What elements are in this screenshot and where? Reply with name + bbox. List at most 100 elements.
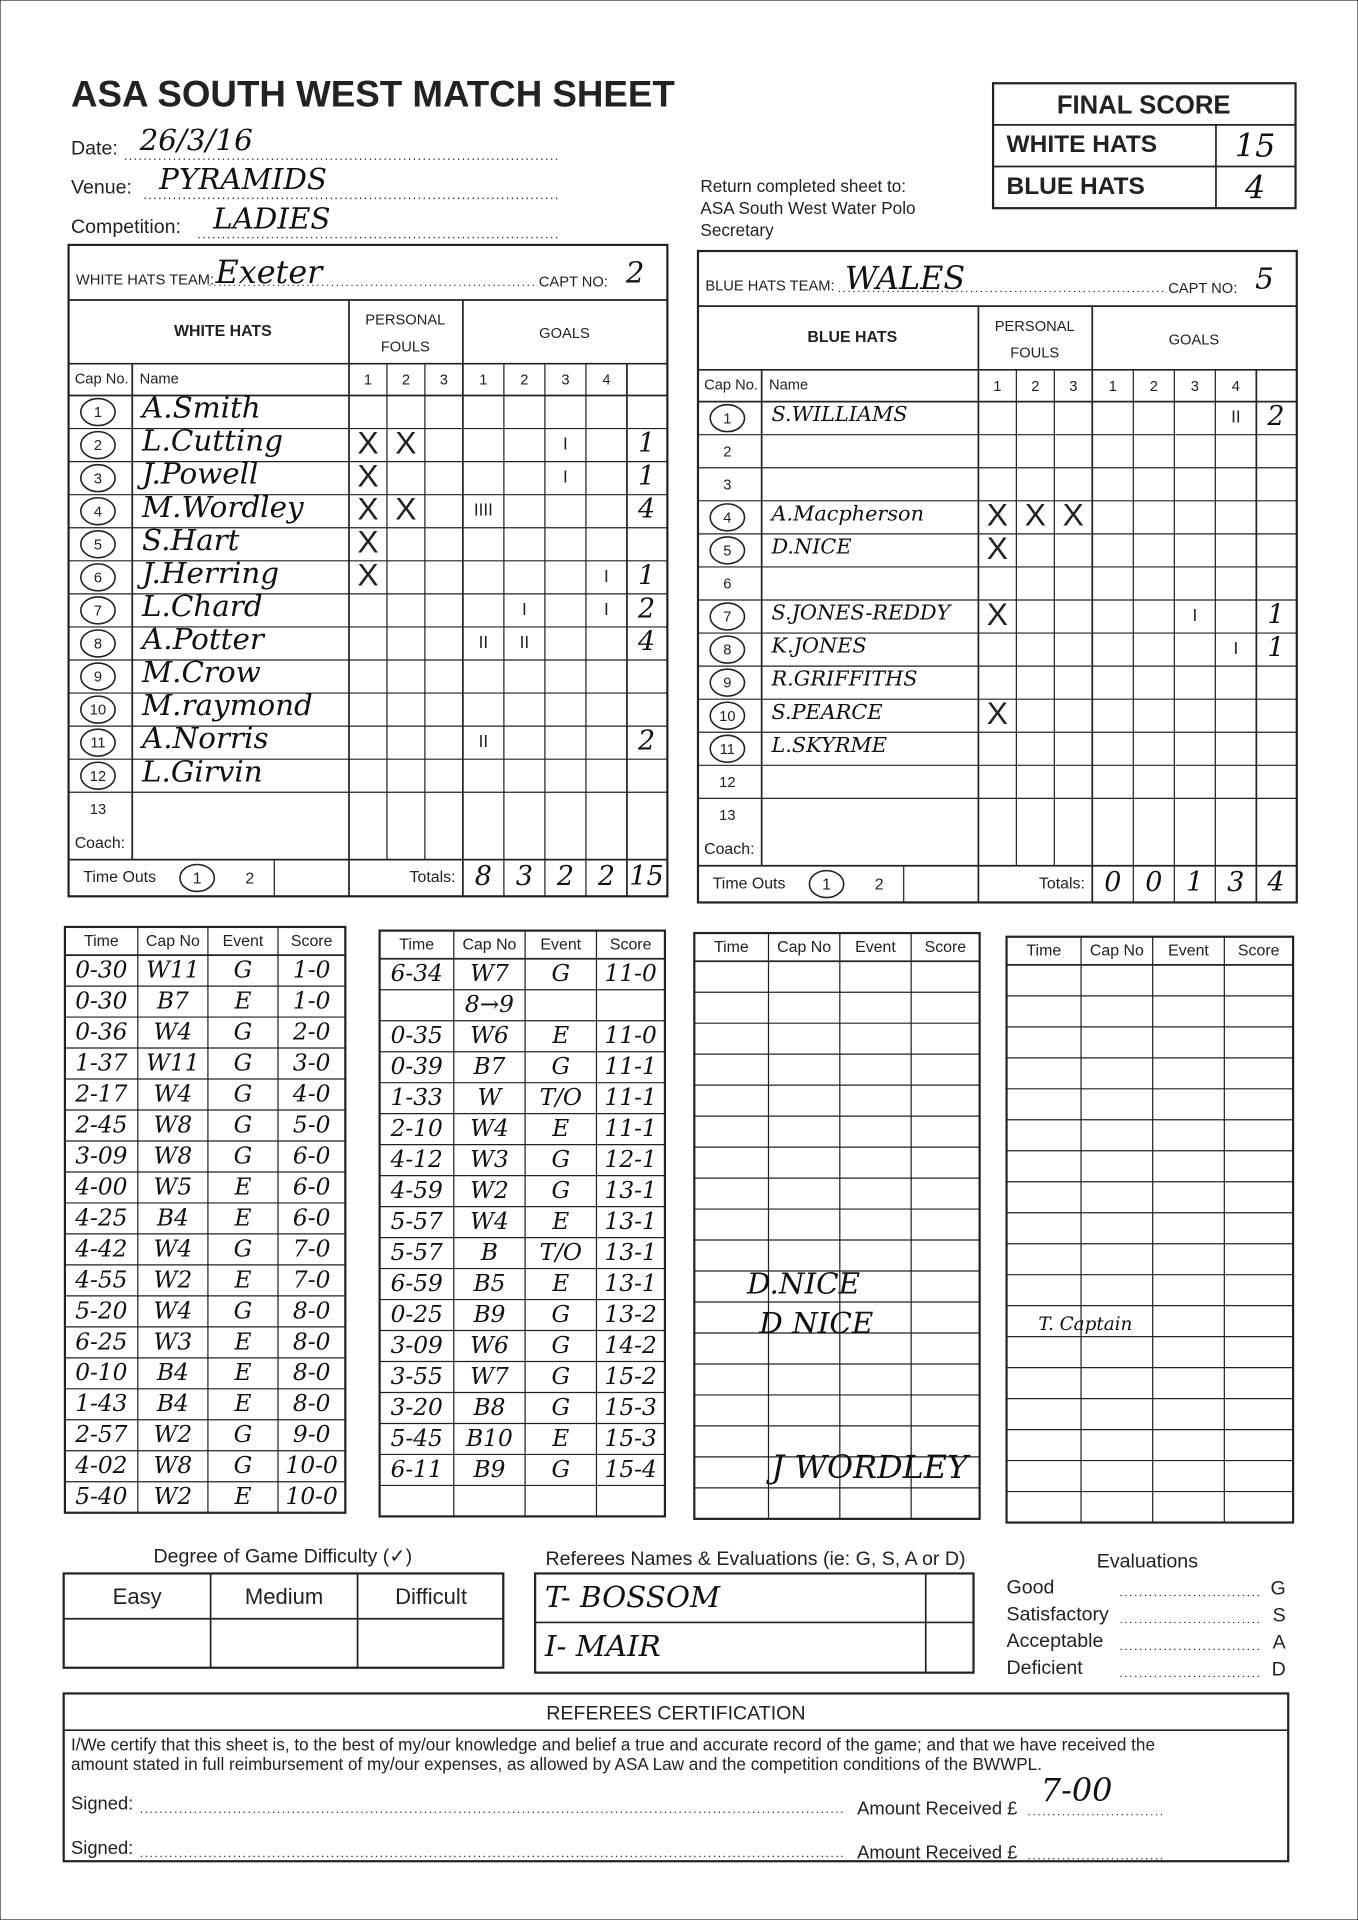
log-entry: 11-0 (605, 960, 657, 987)
log-entry: 6-59 (391, 1270, 443, 1297)
team-label: WHITE HATS (1007, 131, 1158, 158)
log-entry: 0-39 (391, 1053, 443, 1080)
capt-no: 2 (625, 255, 645, 289)
log-entry: 6-0 (293, 1204, 331, 1231)
player-total: 1 (638, 560, 655, 591)
circle-mark (709, 602, 746, 631)
evaluation-label: Acceptable (1007, 1630, 1104, 1652)
log-entry: 13-1 (605, 1239, 657, 1266)
goal-tally: I (1233, 638, 1238, 658)
log-entry: 1-0 (293, 988, 331, 1015)
log-entry: B9 (473, 1456, 506, 1483)
goal-tally: II (1231, 407, 1241, 427)
box (62, 1692, 1290, 1863)
cap-no: 13 (719, 808, 735, 824)
log-entry: B4 (156, 1359, 189, 1386)
foul: X (395, 425, 416, 461)
column-heading: BLUE HATS (807, 329, 897, 346)
difficulty-option: Easy (113, 1584, 162, 1609)
log-heading: Score (925, 939, 967, 956)
log-entry: G (234, 1297, 253, 1324)
log-entry: B10 (465, 1425, 513, 1452)
signed-label: Signed: (71, 1837, 133, 1858)
log-entry: E (233, 1204, 251, 1231)
signature: D.NICE (746, 1267, 860, 1301)
log-entry: W (477, 1084, 503, 1111)
evaluation-label: Good (1007, 1576, 1055, 1598)
log-entry: B (480, 1239, 498, 1266)
player-name: A.Norris (139, 721, 269, 755)
cap-no: 5 (94, 537, 102, 553)
signed-label: Signed: (71, 1793, 133, 1814)
log-entry: 0-35 (391, 1022, 443, 1049)
log-entry: G (551, 1053, 570, 1080)
log-entry: E (233, 1483, 251, 1510)
circle-mark (808, 869, 845, 899)
log-entry: E (551, 1115, 569, 1142)
log-entry: G (234, 1421, 253, 1448)
log-heading: Event (855, 939, 896, 956)
return-note: Secretary (700, 220, 774, 240)
date-label: Date: (71, 138, 118, 160)
log-entry: 5-0 (293, 1111, 331, 1138)
difficulty-option: Medium (245, 1584, 323, 1609)
timeouts-label: Time Outs (83, 869, 156, 886)
log-entry: W11 (146, 1049, 199, 1076)
log-entry: 11-1 (605, 1115, 657, 1142)
log-entry: 4-59 (390, 1177, 443, 1204)
goal-tally: IIII (474, 500, 493, 520)
evaluations-title: Evaluations (1097, 1551, 1198, 1573)
totals-label: Totals: (1039, 875, 1085, 892)
player-name: M.Crow (141, 655, 261, 689)
log-entry: E (551, 1270, 569, 1297)
log-entry: 4-42 (74, 1235, 127, 1262)
log-entry: 0-36 (75, 1018, 127, 1045)
player-name: L.Chard (141, 589, 263, 623)
log-entry: G (234, 1452, 253, 1479)
log-entry: T/O (540, 1239, 582, 1266)
box (693, 931, 981, 1520)
log-entry: E (551, 1425, 569, 1452)
log-entry: 6-34 (391, 960, 443, 987)
log-entry: W2 (154, 1421, 193, 1448)
log-entry: W7 (470, 960, 509, 987)
log-entry: G (551, 1146, 570, 1173)
foul: X (987, 596, 1008, 632)
log-heading: Cap No (777, 939, 831, 956)
log-entry: 2-17 (74, 1080, 127, 1107)
team-label: BLUE HATS (1007, 173, 1145, 200)
date-value: 26/3/16 (139, 123, 253, 157)
log-entry: 1-0 (293, 957, 331, 984)
log-entry: B7 (156, 988, 189, 1015)
circle-mark (80, 629, 116, 658)
circle-mark (709, 635, 746, 664)
log-entry: W2 (470, 1177, 509, 1204)
log-entry: E (233, 1173, 251, 1200)
log-entry: W3 (154, 1328, 193, 1355)
period-heading: 3 (1069, 379, 1077, 395)
return-note: ASA South West Water Polo (700, 198, 915, 218)
log-entry: 5-57 (391, 1208, 443, 1235)
total: 4 (1266, 867, 1284, 898)
log-entry: 0-25 (391, 1301, 443, 1328)
goal-tally: II (479, 731, 489, 751)
player-total: 4 (637, 494, 655, 525)
log-entry: E (233, 988, 251, 1015)
capt-label: CAPT NO: (539, 275, 608, 291)
referees-title: Referees Names & Evaluations (ie: G, S, … (546, 1548, 966, 1570)
referee-name: T- BOSSOM (545, 1580, 721, 1614)
circle-mark (709, 503, 746, 532)
log-heading: Score (610, 937, 652, 954)
totals-label: Totals: (410, 869, 456, 886)
cap-no: 4 (94, 504, 102, 520)
log-entry: 5-57 (391, 1239, 443, 1266)
total: 2 (556, 861, 574, 892)
player-total: 1 (638, 461, 655, 492)
log-entry: G (234, 957, 253, 984)
log-heading: Score (291, 933, 333, 950)
team-label: BLUE HATS TEAM: (705, 278, 834, 294)
goal-tally: I (604, 566, 609, 586)
log-entry: 3-55 (391, 1363, 443, 1390)
log-entry: 8-0 (293, 1297, 331, 1324)
